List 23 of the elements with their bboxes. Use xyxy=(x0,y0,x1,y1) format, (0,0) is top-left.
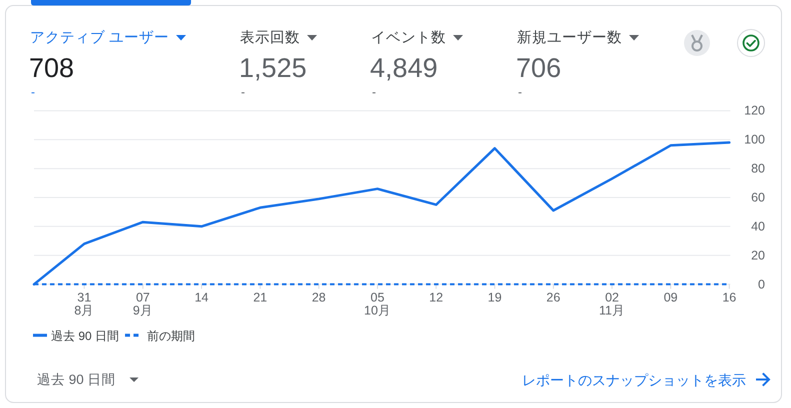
text: レポートのスナップショットを表示 xyxy=(522,372,746,388)
x-tick-label: 28 xyxy=(312,290,326,304)
y-tick-label: 40 xyxy=(751,219,766,234)
x-tick-label: 31 8月 xyxy=(74,290,94,318)
legend-label: 前の期間 xyxy=(147,328,196,343)
x-tick-label: 05 10月 xyxy=(364,290,391,318)
x-tick-label: 26 xyxy=(546,290,560,304)
x-tick-label: 12 xyxy=(429,290,444,304)
y-tick-label: 60 xyxy=(751,190,766,204)
y-tick-label: 20 xyxy=(751,248,766,262)
x-tick-label: 14 xyxy=(194,290,209,304)
x-tick-label: 02 11月 xyxy=(599,290,626,318)
x-tick-label: 21 xyxy=(253,290,268,304)
x-tick-label: 19 xyxy=(488,290,502,304)
text: 過去 90 日間 xyxy=(37,372,116,387)
legend-label: 過去 90 日間 xyxy=(51,328,120,343)
y-tick-label: 80 xyxy=(751,162,766,176)
y-tick-label: 120 xyxy=(744,104,766,118)
x-tick-label: 07 9月 xyxy=(132,290,153,318)
x-tick-label: 16 xyxy=(722,290,736,304)
x-tick-label: 09 xyxy=(664,290,678,304)
y-tick-label: 100 xyxy=(744,132,766,147)
y-tick-label: 0 xyxy=(758,277,766,292)
